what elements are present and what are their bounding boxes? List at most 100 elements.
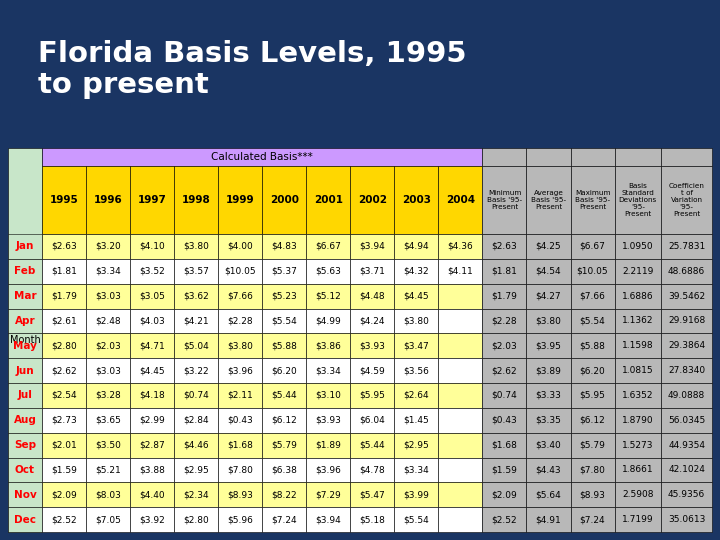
Bar: [8, 383, 42, 408]
Bar: [262, 333, 306, 358]
Bar: [350, 408, 395, 433]
Bar: [438, 433, 482, 457]
Text: $4.71: $4.71: [139, 341, 165, 350]
Bar: [218, 333, 262, 358]
Bar: [482, 408, 526, 433]
Text: $3.88: $3.88: [139, 465, 165, 475]
Bar: [306, 166, 350, 234]
Bar: [570, 308, 615, 333]
Bar: [86, 333, 130, 358]
Text: $6.12: $6.12: [580, 416, 606, 425]
Bar: [482, 433, 526, 457]
Text: $2.84: $2.84: [184, 416, 209, 425]
Text: $5.47: $5.47: [359, 490, 385, 500]
Bar: [438, 358, 482, 383]
Text: Jun: Jun: [16, 366, 35, 376]
Text: $2.87: $2.87: [139, 441, 165, 450]
Text: $8.03: $8.03: [95, 490, 121, 500]
Text: $6.67: $6.67: [580, 242, 606, 251]
Bar: [661, 457, 712, 482]
Text: $6.04: $6.04: [359, 416, 385, 425]
Text: 44.9354: 44.9354: [668, 441, 705, 450]
Bar: [395, 433, 438, 457]
Bar: [570, 433, 615, 457]
Bar: [42, 507, 86, 532]
Text: $10.05: $10.05: [577, 267, 608, 276]
Text: $4.45: $4.45: [403, 292, 429, 301]
Bar: [86, 308, 130, 333]
Bar: [615, 259, 661, 284]
Text: $3.99: $3.99: [403, 490, 429, 500]
Text: 1998: 1998: [181, 195, 210, 205]
Bar: [306, 408, 350, 433]
Bar: [482, 166, 526, 234]
Text: Basis
Standard
Deviations
'95-
Present: Basis Standard Deviations '95- Present: [618, 183, 657, 217]
Bar: [661, 148, 712, 166]
Bar: [395, 308, 438, 333]
Bar: [615, 166, 661, 234]
Bar: [570, 259, 615, 284]
Text: $3.71: $3.71: [359, 267, 385, 276]
Bar: [130, 408, 174, 433]
Text: $4.21: $4.21: [184, 316, 209, 326]
Text: $4.46: $4.46: [184, 441, 209, 450]
Bar: [395, 234, 438, 259]
Bar: [42, 358, 86, 383]
Bar: [438, 383, 482, 408]
Bar: [570, 234, 615, 259]
Bar: [130, 433, 174, 457]
Bar: [661, 259, 712, 284]
Text: $2.28: $2.28: [228, 316, 253, 326]
Bar: [482, 148, 526, 166]
Text: $3.80: $3.80: [228, 341, 253, 350]
Bar: [86, 433, 130, 457]
Bar: [615, 482, 661, 507]
Bar: [174, 433, 218, 457]
Bar: [86, 383, 130, 408]
Text: $6.12: $6.12: [271, 416, 297, 425]
Text: $4.32: $4.32: [403, 267, 429, 276]
Bar: [570, 482, 615, 507]
Text: $1.89: $1.89: [315, 441, 341, 450]
Bar: [526, 482, 570, 507]
Bar: [218, 358, 262, 383]
Text: Apr: Apr: [14, 316, 35, 326]
Bar: [350, 166, 395, 234]
Bar: [526, 358, 570, 383]
Bar: [615, 333, 661, 358]
Bar: [615, 507, 661, 532]
Bar: [306, 308, 350, 333]
Bar: [570, 408, 615, 433]
Text: $3.47: $3.47: [403, 341, 429, 350]
Bar: [130, 383, 174, 408]
Bar: [395, 507, 438, 532]
Text: 1.6886: 1.6886: [622, 292, 654, 301]
Bar: [130, 333, 174, 358]
Text: $3.35: $3.35: [536, 416, 562, 425]
Text: $7.05: $7.05: [95, 515, 121, 524]
Text: $2.63: $2.63: [492, 242, 517, 251]
Bar: [661, 166, 712, 234]
Text: Minimum
Basis '95-
Present: Minimum Basis '95- Present: [487, 190, 522, 210]
Bar: [262, 433, 306, 457]
Text: $3.93: $3.93: [359, 341, 385, 350]
Bar: [86, 482, 130, 507]
Bar: [482, 482, 526, 507]
Bar: [174, 457, 218, 482]
Text: $1.68: $1.68: [228, 441, 253, 450]
Bar: [262, 358, 306, 383]
Text: $2.99: $2.99: [139, 416, 165, 425]
Text: $2.61: $2.61: [51, 316, 77, 326]
Bar: [42, 433, 86, 457]
Text: $5.54: $5.54: [403, 515, 429, 524]
Text: $5.79: $5.79: [580, 441, 606, 450]
Bar: [526, 507, 570, 532]
Text: $3.89: $3.89: [536, 366, 562, 375]
Bar: [526, 383, 570, 408]
Bar: [174, 408, 218, 433]
Bar: [218, 482, 262, 507]
Text: Coefficien
t of
Variation
'95-
Present: Coefficien t of Variation '95- Present: [669, 183, 705, 217]
Text: $3.22: $3.22: [184, 366, 209, 375]
Bar: [661, 408, 712, 433]
Bar: [262, 166, 306, 234]
